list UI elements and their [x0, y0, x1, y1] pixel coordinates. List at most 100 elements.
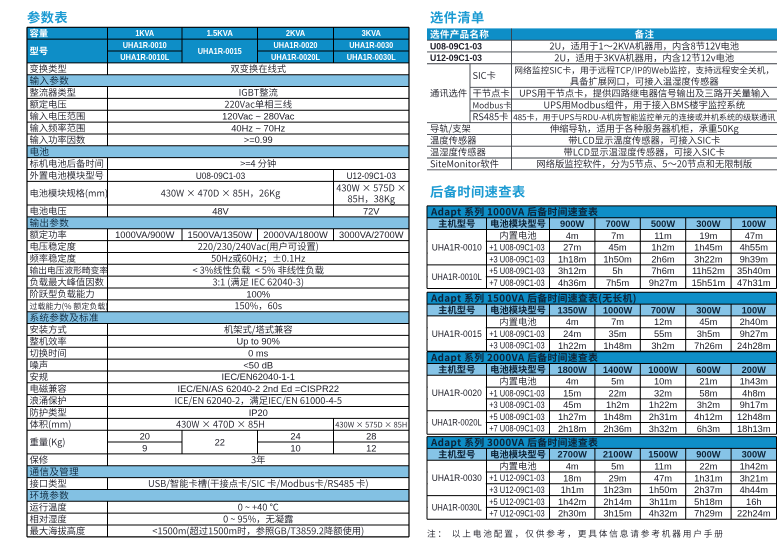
svg-text:18m: 18m — [563, 473, 581, 483]
svg-text:100W: 100W — [742, 305, 767, 315]
svg-text:100W: 100W — [742, 219, 767, 229]
svg-text:6h3m: 6h3m — [697, 424, 721, 434]
svg-text:11h52m: 11h52m — [692, 266, 725, 276]
svg-text:22: 22 — [215, 437, 225, 447]
svg-text:2h6m: 2h6m — [651, 254, 675, 264]
svg-text:UHA1R-0015: UHA1R-0015 — [432, 329, 482, 339]
svg-text:4h12m: 4h12m — [694, 412, 723, 422]
svg-text:9: 9 — [142, 443, 147, 453]
svg-text:2700W: 2700W — [557, 450, 587, 460]
svg-text:5h18m: 5h18m — [694, 497, 723, 507]
svg-text:58m: 58m — [699, 388, 717, 398]
svg-text:22h24m: 22h24m — [737, 509, 771, 519]
svg-text:27m: 27m — [563, 243, 581, 253]
svg-text:1h48m: 1h48m — [603, 412, 632, 422]
svg-text:+5 U12-09C1-03: +5 U12-09C1-03 — [489, 497, 545, 507]
svg-text:1h22m: 1h22m — [649, 400, 678, 410]
svg-text:300W: 300W — [696, 305, 721, 315]
svg-text:UHA1R-0020L: UHA1R-0020L — [432, 418, 482, 428]
svg-text:1500W: 1500W — [648, 450, 678, 460]
svg-text:7h5m: 7h5m — [606, 278, 630, 288]
svg-text:+3 U12-09C1-03: +3 U12-09C1-03 — [489, 485, 545, 495]
svg-text:3h5m: 3h5m — [697, 329, 721, 339]
svg-text:+5 U08-09C1-03: +5 U08-09C1-03 — [489, 266, 545, 276]
svg-text:72V: 72V — [363, 206, 380, 216]
svg-text:5h: 5h — [612, 266, 622, 276]
svg-text:700W: 700W — [651, 305, 676, 315]
svg-text:1h31m: 1h31m — [694, 473, 723, 483]
svg-text:18h13m: 18h13m — [737, 424, 771, 434]
svg-text:1h48m: 1h48m — [603, 341, 632, 351]
svg-text:2h37m: 2h37m — [694, 485, 723, 495]
svg-text:1h42m: 1h42m — [558, 497, 587, 507]
svg-text:+1 U08-09C1-03: +1 U08-09C1-03 — [489, 243, 545, 253]
svg-text:10: 10 — [290, 443, 300, 453]
svg-text:U12-09C1-03: U12-09C1-03 — [430, 53, 482, 63]
svg-text:IEC/EN62040-1-1: IEC/EN62040-1-1 — [222, 372, 295, 382]
svg-text:24: 24 — [290, 431, 300, 441]
svg-text:U08-09C1-03: U08-09C1-03 — [196, 171, 245, 181]
svg-text:1h2m: 1h2m — [651, 243, 675, 253]
svg-text:45m: 45m — [563, 400, 581, 410]
svg-text:22m: 22m — [699, 461, 717, 471]
svg-text:2KVA: 2KVA — [286, 28, 305, 38]
svg-text:1h45m: 1h45m — [694, 243, 723, 253]
svg-text:12m: 12m — [654, 317, 672, 327]
svg-text:48V: 48V — [212, 206, 229, 216]
svg-text:2h40m: 2h40m — [740, 317, 769, 327]
svg-text:16h: 16h — [746, 497, 762, 507]
svg-text:2h14m: 2h14m — [603, 497, 632, 507]
svg-text:500W: 500W — [651, 219, 676, 229]
svg-text:28: 28 — [366, 431, 376, 441]
svg-text:40Hz ~ 70Hz: 40Hz ~ 70Hz — [231, 123, 285, 133]
svg-text:11m: 11m — [654, 461, 672, 471]
svg-text:2h36m: 2h36m — [603, 424, 632, 434]
svg-text:47m: 47m — [745, 231, 763, 241]
svg-text:UHA1R-0015: UHA1R-0015 — [198, 46, 242, 56]
svg-text:100%: 100% — [246, 289, 270, 299]
svg-text:4h44m: 4h44m — [740, 485, 769, 495]
svg-text:9h17m: 9h17m — [740, 400, 769, 410]
svg-text:1h22m: 1h22m — [558, 341, 587, 351]
svg-text:1h23m: 1h23m — [603, 485, 632, 495]
svg-text:120Vac ~ 280Vac: 120Vac ~ 280Vac — [222, 112, 295, 122]
svg-text:2100W: 2100W — [603, 450, 633, 460]
svg-text:1h1m: 1h1m — [561, 485, 585, 495]
svg-text:19m: 19m — [699, 231, 717, 241]
svg-text:600W: 600W — [696, 365, 721, 375]
svg-text:4m: 4m — [566, 317, 579, 327]
svg-text:2h18m: 2h18m — [558, 424, 587, 434]
svg-text:UHA1R-0030L: UHA1R-0030L — [347, 52, 396, 62]
svg-text:300W: 300W — [696, 219, 721, 229]
svg-text:21m: 21m — [699, 377, 717, 387]
svg-text:900W: 900W — [560, 219, 585, 229]
svg-text:UHA1R-0030: UHA1R-0030 — [349, 40, 393, 50]
svg-text:7m: 7m — [611, 231, 624, 241]
svg-text:45m: 45m — [609, 243, 627, 253]
svg-text:47m: 47m — [654, 473, 672, 483]
svg-text:1h50m: 1h50m — [603, 254, 632, 264]
svg-text:3h15m: 3h15m — [603, 509, 632, 519]
svg-text:<50 dB: <50 dB — [243, 360, 273, 370]
svg-text:4h55m: 4h55m — [740, 243, 769, 253]
svg-text:2000VA/1800W: 2000VA/1800W — [263, 230, 328, 240]
svg-text:47h31m: 47h31m — [737, 278, 771, 288]
svg-text:3h11m: 3h11m — [649, 497, 677, 507]
svg-text:12: 12 — [366, 443, 376, 453]
svg-text:U08-09C1-03: U08-09C1-03 — [430, 41, 482, 51]
svg-text:300W: 300W — [742, 450, 767, 460]
svg-text:>=0.99: >=0.99 — [244, 135, 273, 145]
svg-text:4m: 4m — [566, 377, 579, 387]
svg-text:1.5KVA: 1.5KVA — [207, 28, 233, 38]
svg-text:1h50m: 1h50m — [649, 485, 678, 495]
svg-text:1800W: 1800W — [557, 365, 587, 375]
svg-text:2h31m: 2h31m — [649, 412, 678, 422]
svg-text:3h2m: 3h2m — [697, 400, 721, 410]
svg-text:55m: 55m — [654, 329, 672, 339]
svg-text:UHA1R-0010: UHA1R-0010 — [432, 242, 482, 252]
svg-text:20: 20 — [140, 431, 150, 441]
svg-text:1KVA: 1KVA — [135, 28, 154, 38]
svg-text:7h26m: 7h26m — [694, 341, 723, 351]
svg-text:7h6m: 7h6m — [651, 266, 675, 276]
svg-text:0 ms: 0 ms — [248, 349, 268, 359]
